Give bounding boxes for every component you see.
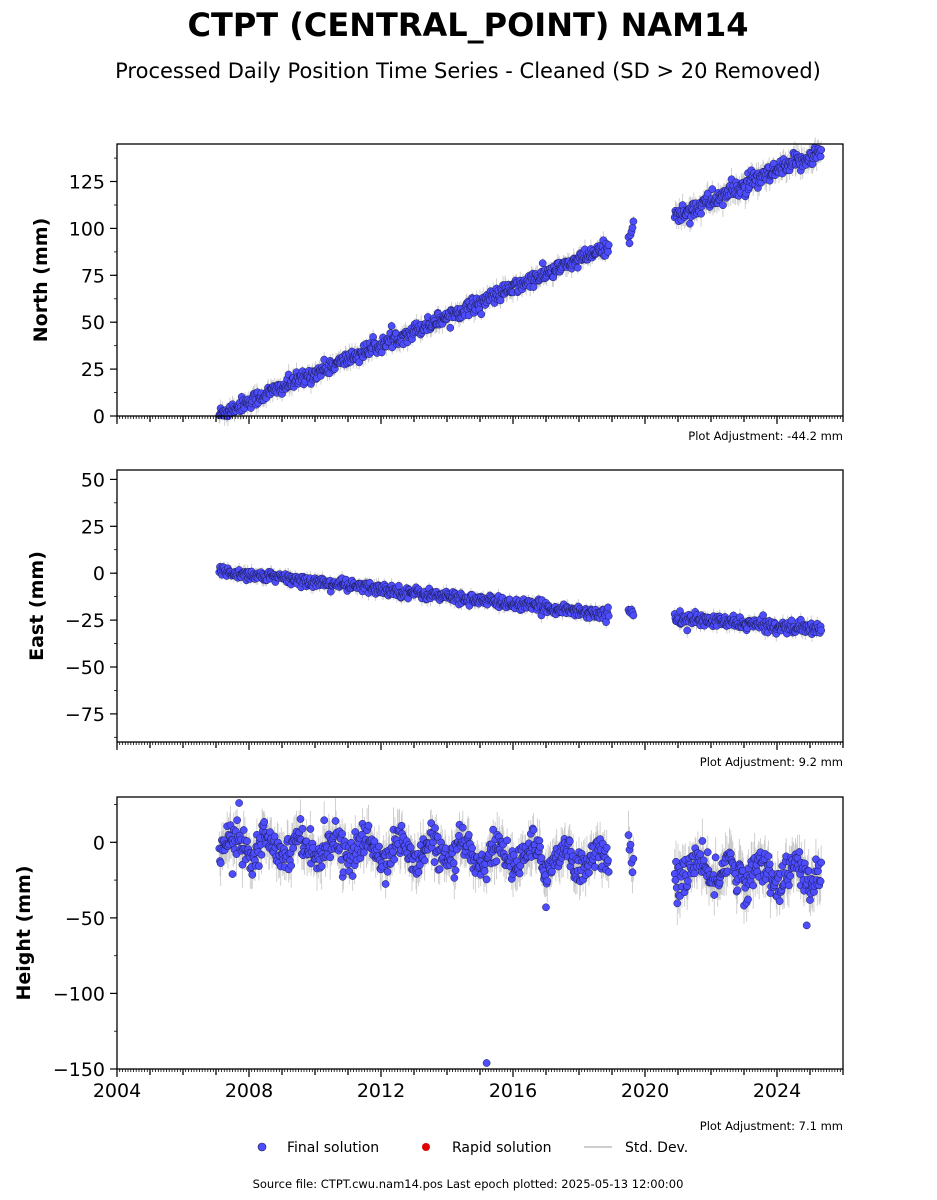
height-data-point — [248, 870, 257, 879]
height-data-point — [216, 859, 225, 867]
north-data-point — [817, 145, 826, 154]
height-data-point — [364, 821, 373, 830]
north-data-point — [573, 263, 582, 272]
north-data-point — [686, 219, 694, 228]
north-data-point — [446, 323, 455, 332]
east-data-point — [629, 611, 638, 620]
height-data-point — [320, 816, 329, 825]
height-data-point — [381, 880, 390, 888]
east-plot-adjustment: Plot Adjustment: 9.2 mm — [700, 755, 843, 769]
height-data-point — [383, 867, 392, 876]
north-points — [215, 143, 826, 421]
height-data-point — [233, 816, 241, 825]
north-data-point — [477, 310, 486, 319]
north-data-point — [538, 259, 547, 268]
height-points — [215, 799, 826, 1067]
north-data-point — [629, 217, 638, 226]
east-data-point — [759, 611, 767, 620]
north-data-point — [387, 322, 396, 330]
north-data-point — [697, 209, 705, 218]
east-points — [215, 563, 826, 638]
east-data-point — [604, 612, 613, 620]
north-data-point — [604, 241, 613, 249]
east-data-point — [604, 603, 612, 612]
north-axes: 0 25 50 75 100 125 — [69, 157, 844, 428]
north-data-point — [628, 223, 637, 232]
north-y-tick-label: 125 — [69, 172, 105, 194]
east-y-tick-label: −50 — [65, 657, 105, 679]
north-y-tick-label: 25 — [81, 359, 105, 381]
height-data-point — [289, 844, 298, 852]
east-data-point — [817, 626, 826, 635]
east-y-tick-label: −75 — [65, 704, 105, 726]
north-data-point — [496, 296, 505, 305]
height-data-point — [243, 837, 251, 846]
east-y-tick-label: −25 — [65, 610, 105, 632]
height-data-point — [260, 818, 269, 826]
height-data-point — [287, 861, 296, 870]
height-data-point — [317, 862, 326, 871]
east-axes: −75 −50 −25 0 25 50 — [65, 469, 844, 750]
height-data-point — [255, 862, 263, 870]
height-data-point — [298, 824, 307, 833]
figure-title: CTPT (CENTRAL_POINT) NAM14 — [188, 6, 749, 44]
north-data-point — [719, 201, 727, 210]
east-panel: −75 −50 −25 0 25 50 East (mm) Plot Adjustment… — [26, 469, 844, 769]
north-y-tick-label: 50 — [81, 312, 105, 334]
figure-subtitle: Processed Daily Position Time Series - C… — [115, 59, 821, 83]
north-data-point — [604, 247, 612, 256]
height-data-point — [375, 842, 383, 851]
height-panel: 2004 2008 2012 2016 2020 2024−150−100−500 Hei… — [13, 796, 844, 1133]
east-ylabel: East (mm) — [26, 551, 48, 661]
north-ylabel: North (mm) — [30, 218, 52, 343]
east-data-point — [683, 626, 692, 635]
height-data-point — [239, 826, 248, 834]
east-y-tick-label: 0 — [93, 563, 105, 585]
north-data-point — [708, 185, 717, 193]
height-data-point — [331, 817, 340, 825]
height-data-point — [296, 815, 305, 823]
east-y-tick-label: 50 — [81, 469, 105, 491]
height-data-point — [257, 850, 266, 859]
north-y-tick-label: 100 — [69, 218, 105, 240]
north-data-point — [625, 239, 634, 248]
east-data-point — [394, 581, 403, 590]
north-panel: 0 25 50 75 100 125 North (mm) Plot Adjustment… — [30, 137, 844, 443]
north-data-point — [355, 358, 364, 367]
height-data-point — [306, 825, 315, 833]
north-plot-adjustment: Plot Adjustment: -44.2 mm — [688, 429, 843, 443]
north-y-tick-label: 75 — [81, 265, 105, 287]
north-data-point — [816, 152, 825, 161]
north-y-tick-label: 0 — [93, 406, 105, 428]
height-data-point — [326, 853, 335, 862]
east-y-tick-label: 25 — [81, 516, 105, 538]
height-data-point — [348, 872, 357, 880]
height-data-point — [338, 830, 346, 838]
north-data-point — [529, 283, 538, 291]
